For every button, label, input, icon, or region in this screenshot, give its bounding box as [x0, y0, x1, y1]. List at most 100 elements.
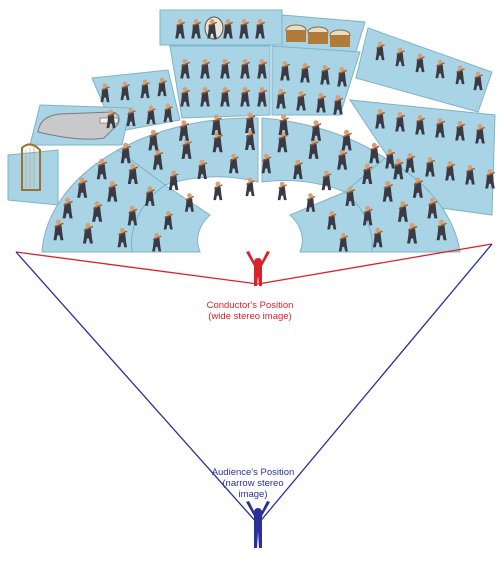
- musician-figure: [338, 232, 349, 252]
- musician-figure: [407, 222, 418, 244]
- musician-figure: [333, 94, 344, 115]
- musician-figure: [362, 163, 373, 185]
- musician-figure: [405, 152, 416, 173]
- musician-figure: [200, 58, 211, 79]
- musician-figure: [228, 153, 239, 174]
- musician-figure: [197, 159, 208, 180]
- musician-figure: [62, 197, 73, 219]
- musician-figure: [127, 205, 138, 226]
- musician-figure: [96, 158, 108, 180]
- audience-position-label: Audience's Position (narrow stereo image…: [203, 467, 303, 500]
- musician-figure: [475, 123, 486, 144]
- musician-figure: [257, 58, 268, 79]
- musician-figure: [280, 60, 291, 81]
- musician-figure: [140, 79, 150, 99]
- musician-figure: [395, 111, 406, 132]
- musician-figure: [306, 193, 316, 212]
- musician-figure: [245, 112, 256, 133]
- musician-figure: [255, 18, 266, 39]
- musician-figure: [207, 18, 218, 39]
- musician-figure: [223, 18, 234, 39]
- timpani: [285, 24, 351, 47]
- musician-figure: [412, 177, 424, 198]
- musician-figure: [220, 58, 231, 79]
- musician-figure: [455, 65, 465, 85]
- musician-figure: [321, 170, 332, 191]
- musician-figure: [327, 210, 337, 230]
- musicians: [53, 18, 496, 252]
- musician-figure: [184, 193, 195, 212]
- musician-figure: [375, 108, 386, 129]
- musician-figure: [191, 18, 202, 39]
- musician-figure: [213, 181, 223, 201]
- musician-figure: [77, 177, 88, 198]
- musician-figure: [211, 114, 222, 135]
- conductor-right-line: [257, 243, 493, 285]
- musician-figure: [261, 153, 272, 174]
- musician-figure: [385, 148, 396, 169]
- musician-figure: [120, 142, 131, 164]
- winds-right-riser: [271, 45, 361, 116]
- musician-figure: [308, 138, 319, 159]
- musician-figure: [180, 58, 191, 79]
- musician-figure: [257, 86, 268, 107]
- musician-figure: [157, 77, 167, 97]
- musician-figure: [465, 164, 476, 185]
- musician-figure: [127, 163, 139, 185]
- harp-frame: [21, 143, 41, 191]
- musician-figure: [200, 86, 211, 107]
- musician-figure: [296, 90, 307, 111]
- musician-figure: [148, 129, 159, 151]
- musician-figure: [277, 181, 287, 201]
- musician-figure: [320, 64, 331, 85]
- musician-figure: [245, 129, 256, 150]
- musician-figure: [375, 41, 385, 61]
- musician-figure: [341, 129, 352, 151]
- musician-figure: [300, 62, 311, 83]
- musician-figure: [382, 181, 393, 202]
- musician-figure: [180, 86, 191, 107]
- musician-figure: [117, 227, 128, 248]
- musician-figure: [175, 18, 186, 39]
- audience-figure-icon: [246, 501, 270, 548]
- musician-figure: [372, 227, 383, 248]
- musician-figure: [126, 107, 136, 127]
- audience-position-line2: (narrow stereo: [222, 478, 284, 489]
- conductor-left-line: [15, 251, 259, 285]
- musician-figure: [163, 103, 173, 123]
- musician-figure: [53, 219, 64, 241]
- harp-riser: [7, 149, 59, 206]
- audience-left-line: [15, 251, 259, 525]
- harp: [21, 143, 41, 191]
- musician-figure: [435, 117, 446, 138]
- musician-figure: [239, 18, 250, 39]
- musician-figure: [163, 210, 173, 230]
- musician-figure: [445, 160, 456, 181]
- musician-figure: [345, 186, 356, 206]
- musician-figure: [178, 120, 190, 141]
- piano-body: [37, 111, 120, 140]
- musician-figure: [435, 59, 445, 79]
- audience-right-line: [257, 243, 493, 525]
- musician-figure: [245, 177, 255, 197]
- musician-figure: [240, 58, 251, 79]
- musician-figure: [278, 114, 289, 135]
- musician-figure: [145, 186, 155, 206]
- musician-figure: [473, 71, 483, 91]
- musician-figure: [311, 120, 322, 141]
- musician-figure: [362, 205, 373, 226]
- conductor-position-title: Conductor's Position: [206, 300, 294, 311]
- musician-figure: [395, 47, 405, 67]
- musician-figure: [316, 92, 327, 113]
- musician-figure: [220, 86, 231, 107]
- musician-figure: [146, 105, 156, 125]
- musician-figure: [240, 86, 251, 107]
- musician-figure: [276, 88, 287, 109]
- musician-figure: [168, 170, 179, 191]
- musician-figure: [369, 142, 380, 164]
- musician-figure: [100, 83, 110, 103]
- audience-stereo-lines: [15, 243, 493, 525]
- conductor-figure-icon: [246, 251, 270, 286]
- conductor-stereo-lines: [15, 243, 493, 285]
